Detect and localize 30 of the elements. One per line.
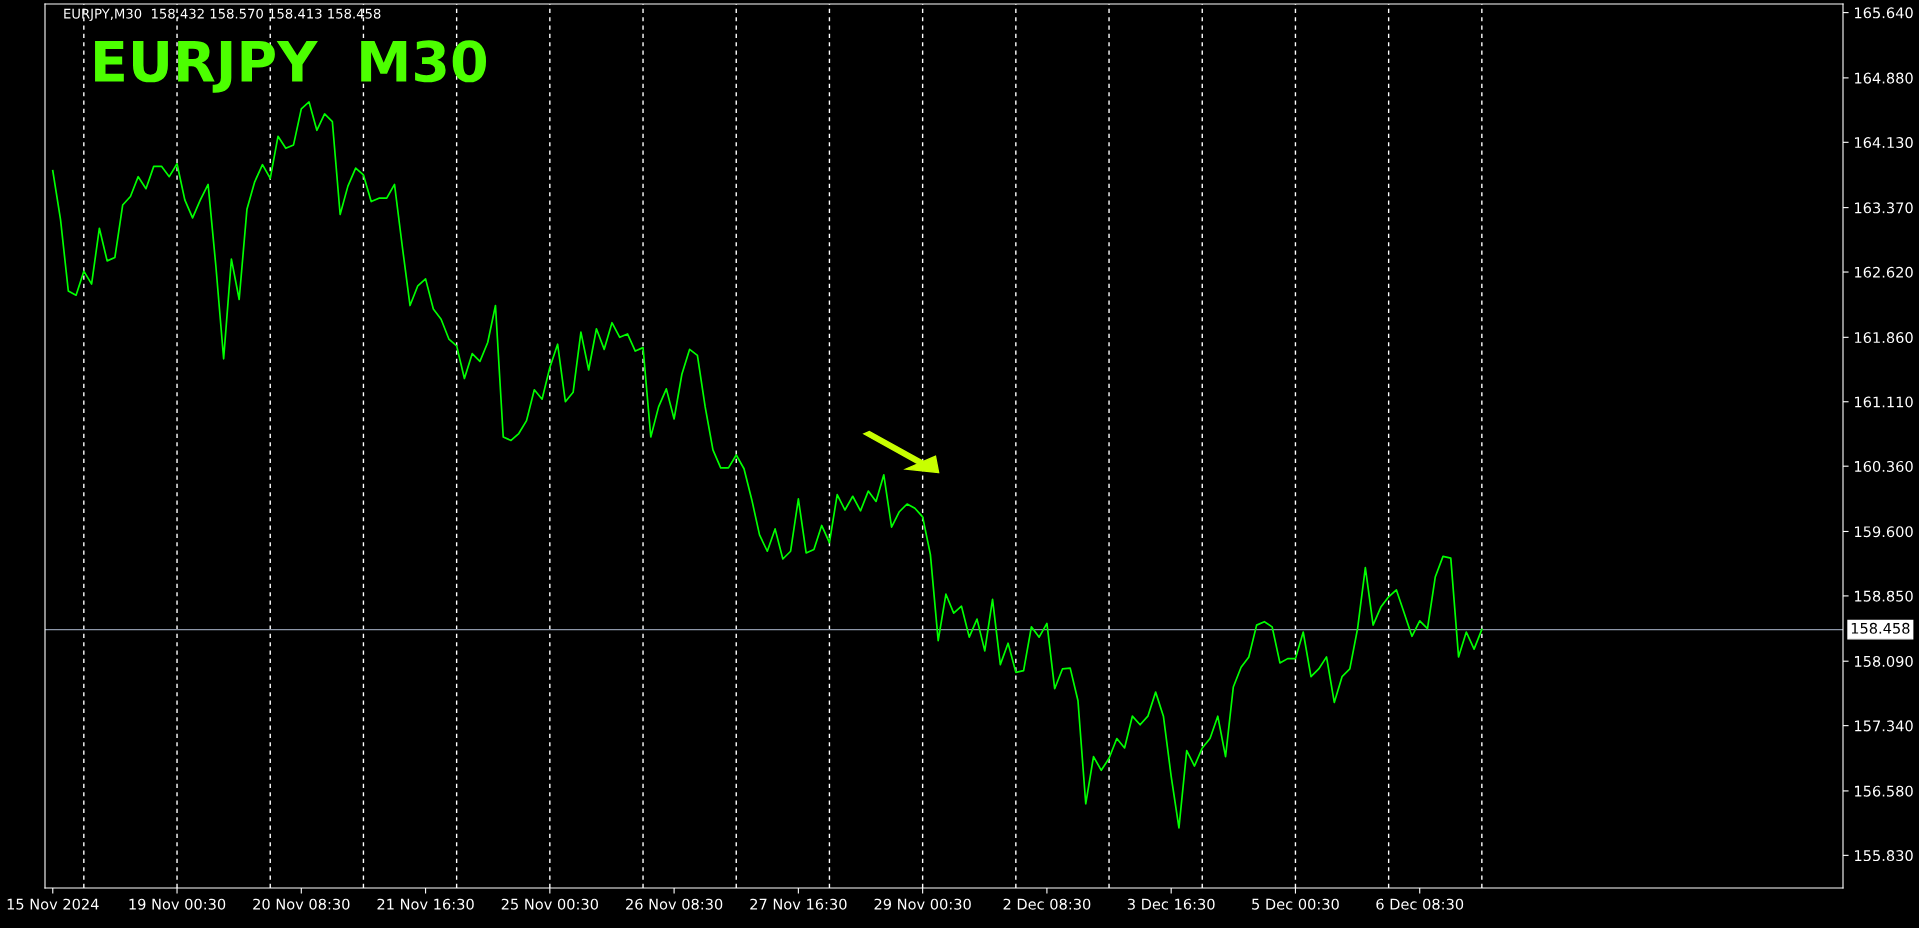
y-tick-label: 165.640 — [1855, 7, 1913, 19]
x-tick-label: 20 Nov 08:30 — [253, 898, 350, 910]
y-tick-label: 161.110 — [1855, 396, 1913, 408]
x-tick-label: 29 Nov 00:30 — [874, 898, 971, 910]
y-tick-label: 158.090 — [1855, 655, 1913, 667]
chart-subtitle: EURJPY,M30 158.432 158.570 158.413 158.458 — [64, 8, 381, 22]
y-tick-label: 164.880 — [1855, 72, 1913, 84]
x-tick-label: 27 Nov 16:30 — [750, 898, 847, 910]
x-tick-label: 3 Dec 16:30 — [1127, 898, 1215, 910]
y-tick-label: 159.600 — [1855, 526, 1913, 538]
y-tick-label: 164.130 — [1855, 137, 1913, 149]
x-tick-label: 2 Dec 08:30 — [1003, 898, 1091, 910]
text: EURJPY M30 — [95, 40, 487, 93]
y-tick-label: 160.360 — [1855, 460, 1913, 472]
y-tick-label: 162.620 — [1855, 266, 1913, 278]
y-tick-label: 158.850 — [1855, 590, 1913, 602]
line-series — [51, 101, 1483, 829]
x-tick-label: 26 Nov 08:30 — [626, 898, 723, 910]
ref-line-label: 158.458 — [1851, 622, 1910, 634]
x-tick-label: 25 Nov 00:30 — [501, 898, 599, 910]
x-tick-label: 15 Nov 2024 — [7, 898, 99, 910]
x-tick-label: 6 Dec 08:30 — [1376, 898, 1464, 910]
x-tick-label: 19 Nov 00:30 — [129, 898, 226, 910]
y-tick-label: 155.830 — [1855, 850, 1913, 862]
y-tick-label: 156.580 — [1855, 785, 1913, 797]
x-tick-label: 5 Dec 00:30 — [1252, 898, 1339, 910]
y-tick-label: 157.340 — [1855, 720, 1913, 732]
y-tick-label: 163.370 — [1855, 202, 1913, 214]
x-tick-label: 21 Nov 16:30 — [377, 898, 474, 910]
y-tick-label: 161.860 — [1855, 332, 1913, 344]
